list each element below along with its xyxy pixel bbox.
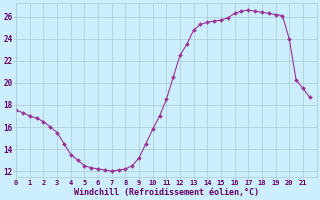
X-axis label: Windchill (Refroidissement éolien,°C): Windchill (Refroidissement éolien,°C) [74,188,259,197]
